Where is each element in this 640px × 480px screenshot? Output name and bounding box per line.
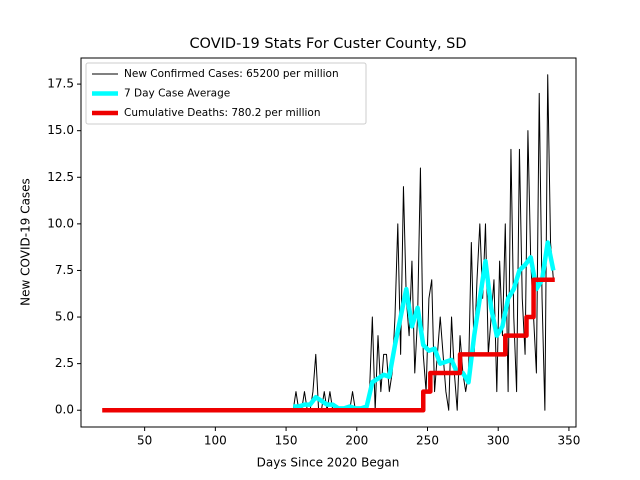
series-line bbox=[292, 74, 554, 411]
x-tick-label: 200 bbox=[345, 434, 368, 448]
y-tick-label: 5.0 bbox=[55, 310, 74, 324]
x-tick-label: 50 bbox=[137, 434, 152, 448]
legend-label: New Confirmed Cases: 65200 per million bbox=[124, 68, 339, 80]
x-tick-label: 250 bbox=[416, 434, 439, 448]
y-tick-label: 17.5 bbox=[47, 77, 74, 91]
y-tick-label: 10.0 bbox=[47, 216, 74, 230]
y-tick-label: 0.0 bbox=[55, 403, 74, 417]
y-tick-label: 2.5 bbox=[55, 356, 74, 370]
series-line bbox=[102, 277, 555, 413]
x-tick-label: 300 bbox=[487, 434, 510, 448]
legend-label: Cumulative Deaths: 780.2 per million bbox=[124, 107, 321, 119]
chart-title: COVID-19 Stats For Custer County, SD bbox=[189, 36, 466, 52]
series-line bbox=[293, 240, 556, 411]
legend-box bbox=[85, 62, 367, 125]
y-tick-label: 7.5 bbox=[55, 263, 74, 277]
plot-frame bbox=[80, 57, 577, 428]
y-tick-label: 15.0 bbox=[47, 123, 74, 137]
x-tick-label: 100 bbox=[204, 434, 227, 448]
y-axis-label: New COVID-19 Cases bbox=[19, 178, 33, 306]
x-tick-label: 150 bbox=[275, 434, 298, 448]
y-tick-label: 12.5 bbox=[47, 170, 74, 184]
x-axis-label: Days Since 2020 Began bbox=[257, 456, 400, 470]
legend-label: 7 Day Case Average bbox=[124, 88, 230, 100]
x-tick-label: 350 bbox=[557, 434, 580, 448]
